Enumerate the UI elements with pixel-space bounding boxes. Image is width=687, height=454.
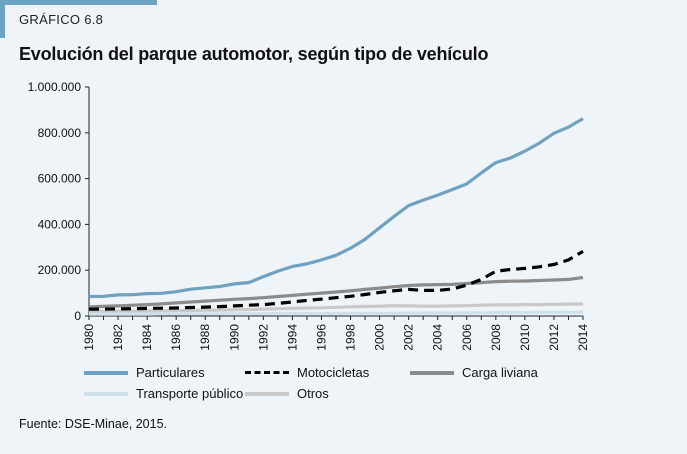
x-tick-label: 1982 bbox=[111, 324, 125, 351]
x-tick-label: 2000 bbox=[373, 324, 387, 351]
x-tick-label: 1990 bbox=[227, 324, 241, 351]
series-line-particulares bbox=[88, 117, 584, 299]
series-line-motocicletas bbox=[89, 250, 584, 311]
y-tick-label: 1.000.000 bbox=[28, 80, 82, 94]
x-tick-label: 1996 bbox=[314, 324, 328, 351]
y-tick-label: 0 bbox=[74, 309, 81, 323]
frame-accent-left bbox=[0, 0, 5, 38]
y-tick-label: 200.000 bbox=[38, 263, 82, 277]
chart-ticks: 0 200.000 400.000 600.000 800.000 1.000.000 19… bbox=[28, 80, 590, 351]
chart-title: Evolución del parque automotor, según ti… bbox=[19, 44, 489, 64]
x-tick-label: 1998 bbox=[344, 324, 358, 351]
x-tick-label: 2012 bbox=[547, 324, 561, 351]
source-note: Fuente: DSE-Minae, 2015. bbox=[19, 417, 167, 431]
chart-series bbox=[88, 117, 584, 316]
x-tick-label: 2014 bbox=[576, 324, 590, 351]
y-tick-label: 600.000 bbox=[38, 172, 82, 186]
x-tick-label: 1988 bbox=[198, 324, 212, 351]
x-tick-label: 2010 bbox=[518, 324, 532, 351]
figure-label: GRÁFICO 6.8 bbox=[19, 12, 104, 27]
x-tick-label: 1994 bbox=[285, 324, 299, 351]
series-line-transporte-p-blico bbox=[89, 310, 584, 316]
frame-accent-top bbox=[0, 0, 157, 5]
x-tick-label: 2004 bbox=[431, 324, 445, 351]
x-tick-label: 1986 bbox=[169, 324, 183, 351]
x-tick-label: 1984 bbox=[140, 324, 154, 351]
x-tick-label: 2008 bbox=[489, 324, 503, 351]
series-line-carga-liviana bbox=[88, 275, 584, 309]
series-line-otros bbox=[89, 302, 584, 313]
y-tick-label: 800.000 bbox=[38, 126, 82, 140]
x-tick-label: 2006 bbox=[460, 324, 474, 351]
y-tick-label: 400.000 bbox=[38, 217, 82, 231]
x-tick-label: 2002 bbox=[402, 324, 416, 351]
x-tick-label: 1992 bbox=[256, 324, 270, 351]
x-tick-label: 1980 bbox=[82, 324, 96, 351]
